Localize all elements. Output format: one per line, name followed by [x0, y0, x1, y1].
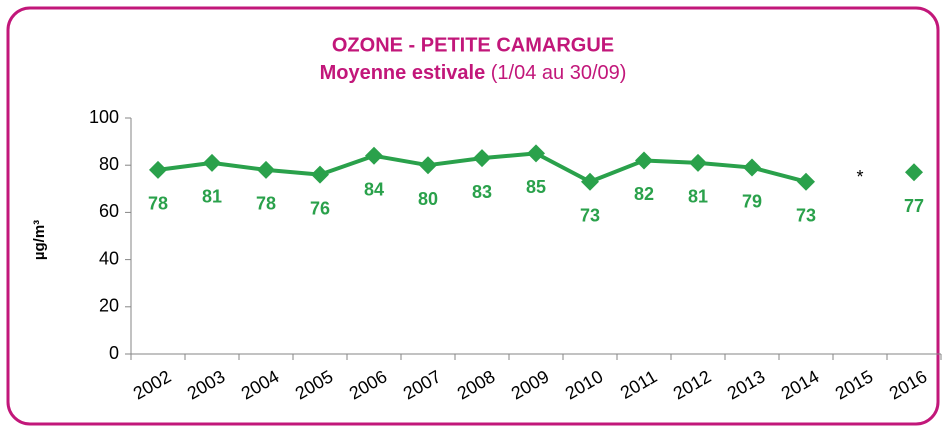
data-label: 83 [472, 182, 492, 202]
data-label: 84 [364, 180, 384, 200]
data-label: 79 [742, 191, 762, 211]
point-marker [797, 172, 815, 191]
y-tick-label: 20 [99, 296, 119, 316]
point-marker [905, 163, 923, 182]
y-tick-label: 0 [109, 343, 119, 363]
data-label: 81 [688, 187, 708, 207]
chart-title: OZONE - PETITE CAMARGUE [332, 34, 614, 56]
subtitle-main: Moyenne estivale [320, 62, 486, 84]
data-label: 77 [904, 196, 924, 216]
y-tick-label: 80 [99, 154, 119, 174]
note: * [856, 167, 863, 187]
point-marker [473, 149, 491, 168]
point-marker [257, 160, 275, 179]
point-marker [689, 153, 707, 172]
y-tick-label: 60 [99, 201, 119, 221]
point-marker [203, 153, 221, 172]
data-label: 80 [418, 189, 438, 209]
point-marker [149, 160, 167, 179]
point-marker [581, 172, 599, 191]
frame [6, 6, 940, 426]
point-marker [635, 151, 653, 170]
y-tick-label: 40 [99, 248, 119, 268]
data-label: 76 [310, 198, 330, 218]
point-marker [311, 165, 329, 184]
point-marker [419, 156, 437, 175]
point-marker [743, 158, 761, 177]
data-label: 73 [796, 205, 816, 225]
data-label: 81 [202, 187, 222, 207]
data-label: 73 [580, 205, 600, 225]
data-label: 85 [526, 177, 546, 197]
y-axis-label: µg/m³ [31, 220, 48, 260]
data-label: 82 [634, 184, 654, 204]
y-tick-label: 100 [89, 107, 119, 127]
subtitle-period: (1/04 au 30/09) [491, 62, 627, 84]
point-marker [527, 144, 545, 163]
data-label: 78 [256, 194, 276, 214]
point-marker [365, 146, 383, 165]
data-label: 78 [148, 194, 168, 214]
chart-subtitle: Moyenne estivale (1/04 au 30/09) [320, 62, 627, 84]
